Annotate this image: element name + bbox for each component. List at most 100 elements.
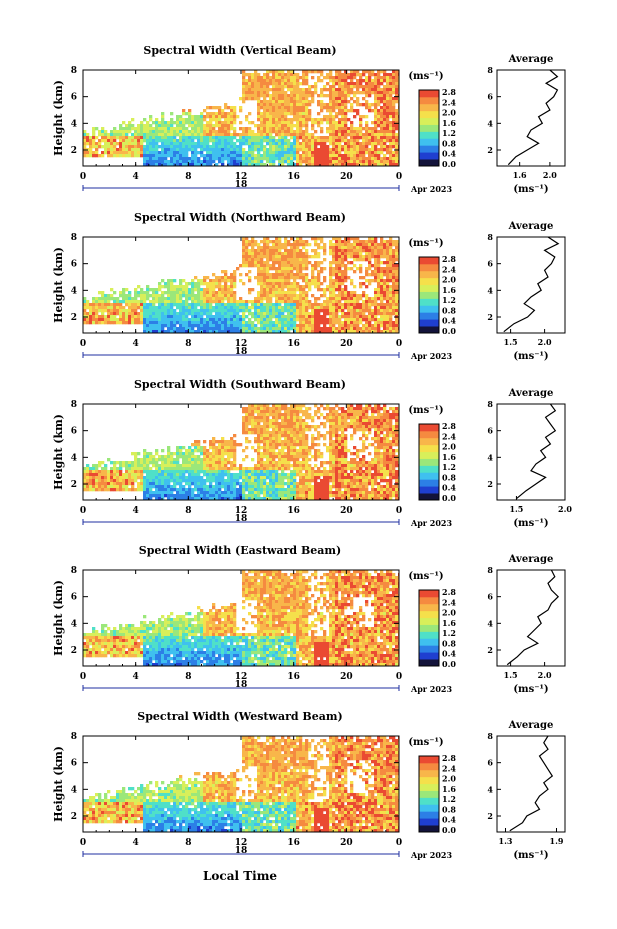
heatmap-cell xyxy=(119,309,123,313)
heatmap-cell xyxy=(323,136,327,140)
heatmap-cell xyxy=(398,106,399,110)
heatmap-cell xyxy=(380,315,384,319)
heatmap-cell xyxy=(233,324,237,328)
heatmap-cell xyxy=(215,315,219,319)
heatmap-cell xyxy=(86,154,90,158)
heatmap-cell xyxy=(308,142,312,146)
heatmap-cell xyxy=(155,133,159,137)
heatmap-cell xyxy=(365,273,369,277)
heatmap-cell xyxy=(92,470,96,474)
heatmap-cell xyxy=(296,106,300,110)
heatmap-cell xyxy=(266,279,270,283)
heatmap-cell xyxy=(308,94,312,98)
heatmap-cell xyxy=(182,324,186,328)
heatmap-cell xyxy=(149,303,153,307)
heatmap-cell xyxy=(305,315,309,319)
heatmap-cell xyxy=(290,303,294,307)
heatmap-cell xyxy=(344,130,348,134)
heatmap-cell xyxy=(125,294,129,298)
heatmap-cell xyxy=(299,148,303,152)
heatmap-cell xyxy=(275,291,279,295)
heatmap-cell xyxy=(203,276,207,280)
heatmap-cell xyxy=(311,148,315,152)
heatmap-cell xyxy=(176,124,180,128)
heatmap-cell xyxy=(329,109,333,113)
heatmap-cell xyxy=(275,97,279,101)
heatmap-cell xyxy=(128,312,132,316)
heatmap-cell xyxy=(188,291,192,295)
heatmap-cell xyxy=(272,303,276,307)
heatmap-cell xyxy=(257,261,261,265)
colorbar-segment xyxy=(419,138,439,146)
heatmap-cell xyxy=(224,294,228,298)
heatmap-cell xyxy=(146,148,150,152)
heatmap-cell xyxy=(353,315,357,319)
heatmap-cell xyxy=(107,318,111,322)
heatmap-cell xyxy=(374,324,378,328)
heatmap-cell xyxy=(254,240,258,244)
heatmap-cell xyxy=(320,267,324,271)
heatmap-cell xyxy=(359,303,363,307)
heatmap-cell xyxy=(338,160,342,164)
heatmap-cell xyxy=(362,91,366,95)
heatmap-cell xyxy=(158,288,162,292)
heatmap-cell xyxy=(341,106,345,110)
heatmap-cell xyxy=(392,163,396,166)
heatmap-cell xyxy=(329,139,333,143)
heatmap-cell xyxy=(317,118,321,122)
heatmap-cell xyxy=(284,115,288,119)
heatmap-cell xyxy=(281,261,285,265)
heatmap-cell xyxy=(305,321,309,325)
heatmap-cell xyxy=(299,255,303,259)
heatmap-cell xyxy=(299,133,303,137)
heatmap-cell xyxy=(371,249,375,253)
heatmap-cell xyxy=(245,154,249,158)
heatmap-cell xyxy=(146,145,150,149)
heatmap-cell xyxy=(191,160,195,164)
heatmap-cell xyxy=(329,282,333,286)
heatmap-cell xyxy=(137,467,141,471)
heatmap-cell xyxy=(197,485,201,489)
heatmap-cell xyxy=(161,300,165,304)
heatmap-cell xyxy=(356,109,360,113)
heatmap-cell xyxy=(356,249,360,253)
heatmap-cell xyxy=(359,270,363,274)
heatmap-cell xyxy=(389,321,393,325)
heatmap-cell xyxy=(380,88,384,92)
heatmap-cell xyxy=(113,482,117,486)
heatmap-cell xyxy=(158,127,162,131)
heatmap-cell xyxy=(182,497,186,500)
heatmap-cell xyxy=(224,273,228,277)
heatmap-cell xyxy=(356,133,360,137)
heatmap-cell xyxy=(341,273,345,277)
heatmap-cell xyxy=(98,300,102,304)
heatmap-cell xyxy=(248,76,252,80)
heatmap-cell xyxy=(395,76,399,80)
heatmap-cell xyxy=(305,124,309,128)
heatmap-cell xyxy=(275,85,279,89)
heatmap-cell xyxy=(194,282,198,286)
heatmap-cell xyxy=(215,157,219,161)
heatmap-cell xyxy=(284,264,288,268)
heatmap-cell xyxy=(224,306,228,310)
heatmap-cell xyxy=(386,148,390,152)
heatmap-cell xyxy=(98,482,102,486)
heatmap-cell xyxy=(341,288,345,292)
heatmap-cell xyxy=(344,157,348,161)
heatmap-cell xyxy=(338,288,342,292)
heatmap-cell xyxy=(284,237,288,241)
heatmap-cell xyxy=(395,118,399,122)
heatmap-cell xyxy=(284,127,288,131)
heatmap-cell xyxy=(176,476,180,480)
heatmap-cell xyxy=(194,479,198,483)
heatmap-cell xyxy=(332,151,336,155)
heatmap-cell xyxy=(239,97,243,101)
heatmap-cell xyxy=(209,312,213,316)
heatmap-cell xyxy=(116,151,120,155)
heatmap-cell xyxy=(290,294,294,298)
heatmap-cell xyxy=(254,94,258,98)
heatmap-cell xyxy=(254,243,258,247)
heatmap-cell xyxy=(122,145,126,149)
heatmap-cell xyxy=(275,82,279,86)
heatmap-cell xyxy=(287,288,291,292)
